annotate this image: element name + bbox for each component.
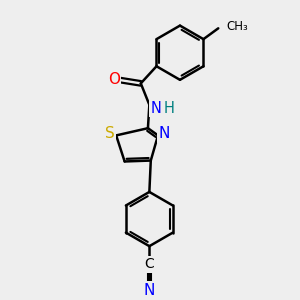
Text: H: H (164, 101, 175, 116)
Text: S: S (105, 126, 115, 141)
Text: CH₃: CH₃ (226, 20, 248, 33)
Text: O: O (108, 73, 120, 88)
Text: C: C (145, 257, 154, 272)
Text: N: N (151, 101, 162, 116)
Text: N: N (159, 127, 170, 142)
Text: N: N (144, 283, 155, 298)
